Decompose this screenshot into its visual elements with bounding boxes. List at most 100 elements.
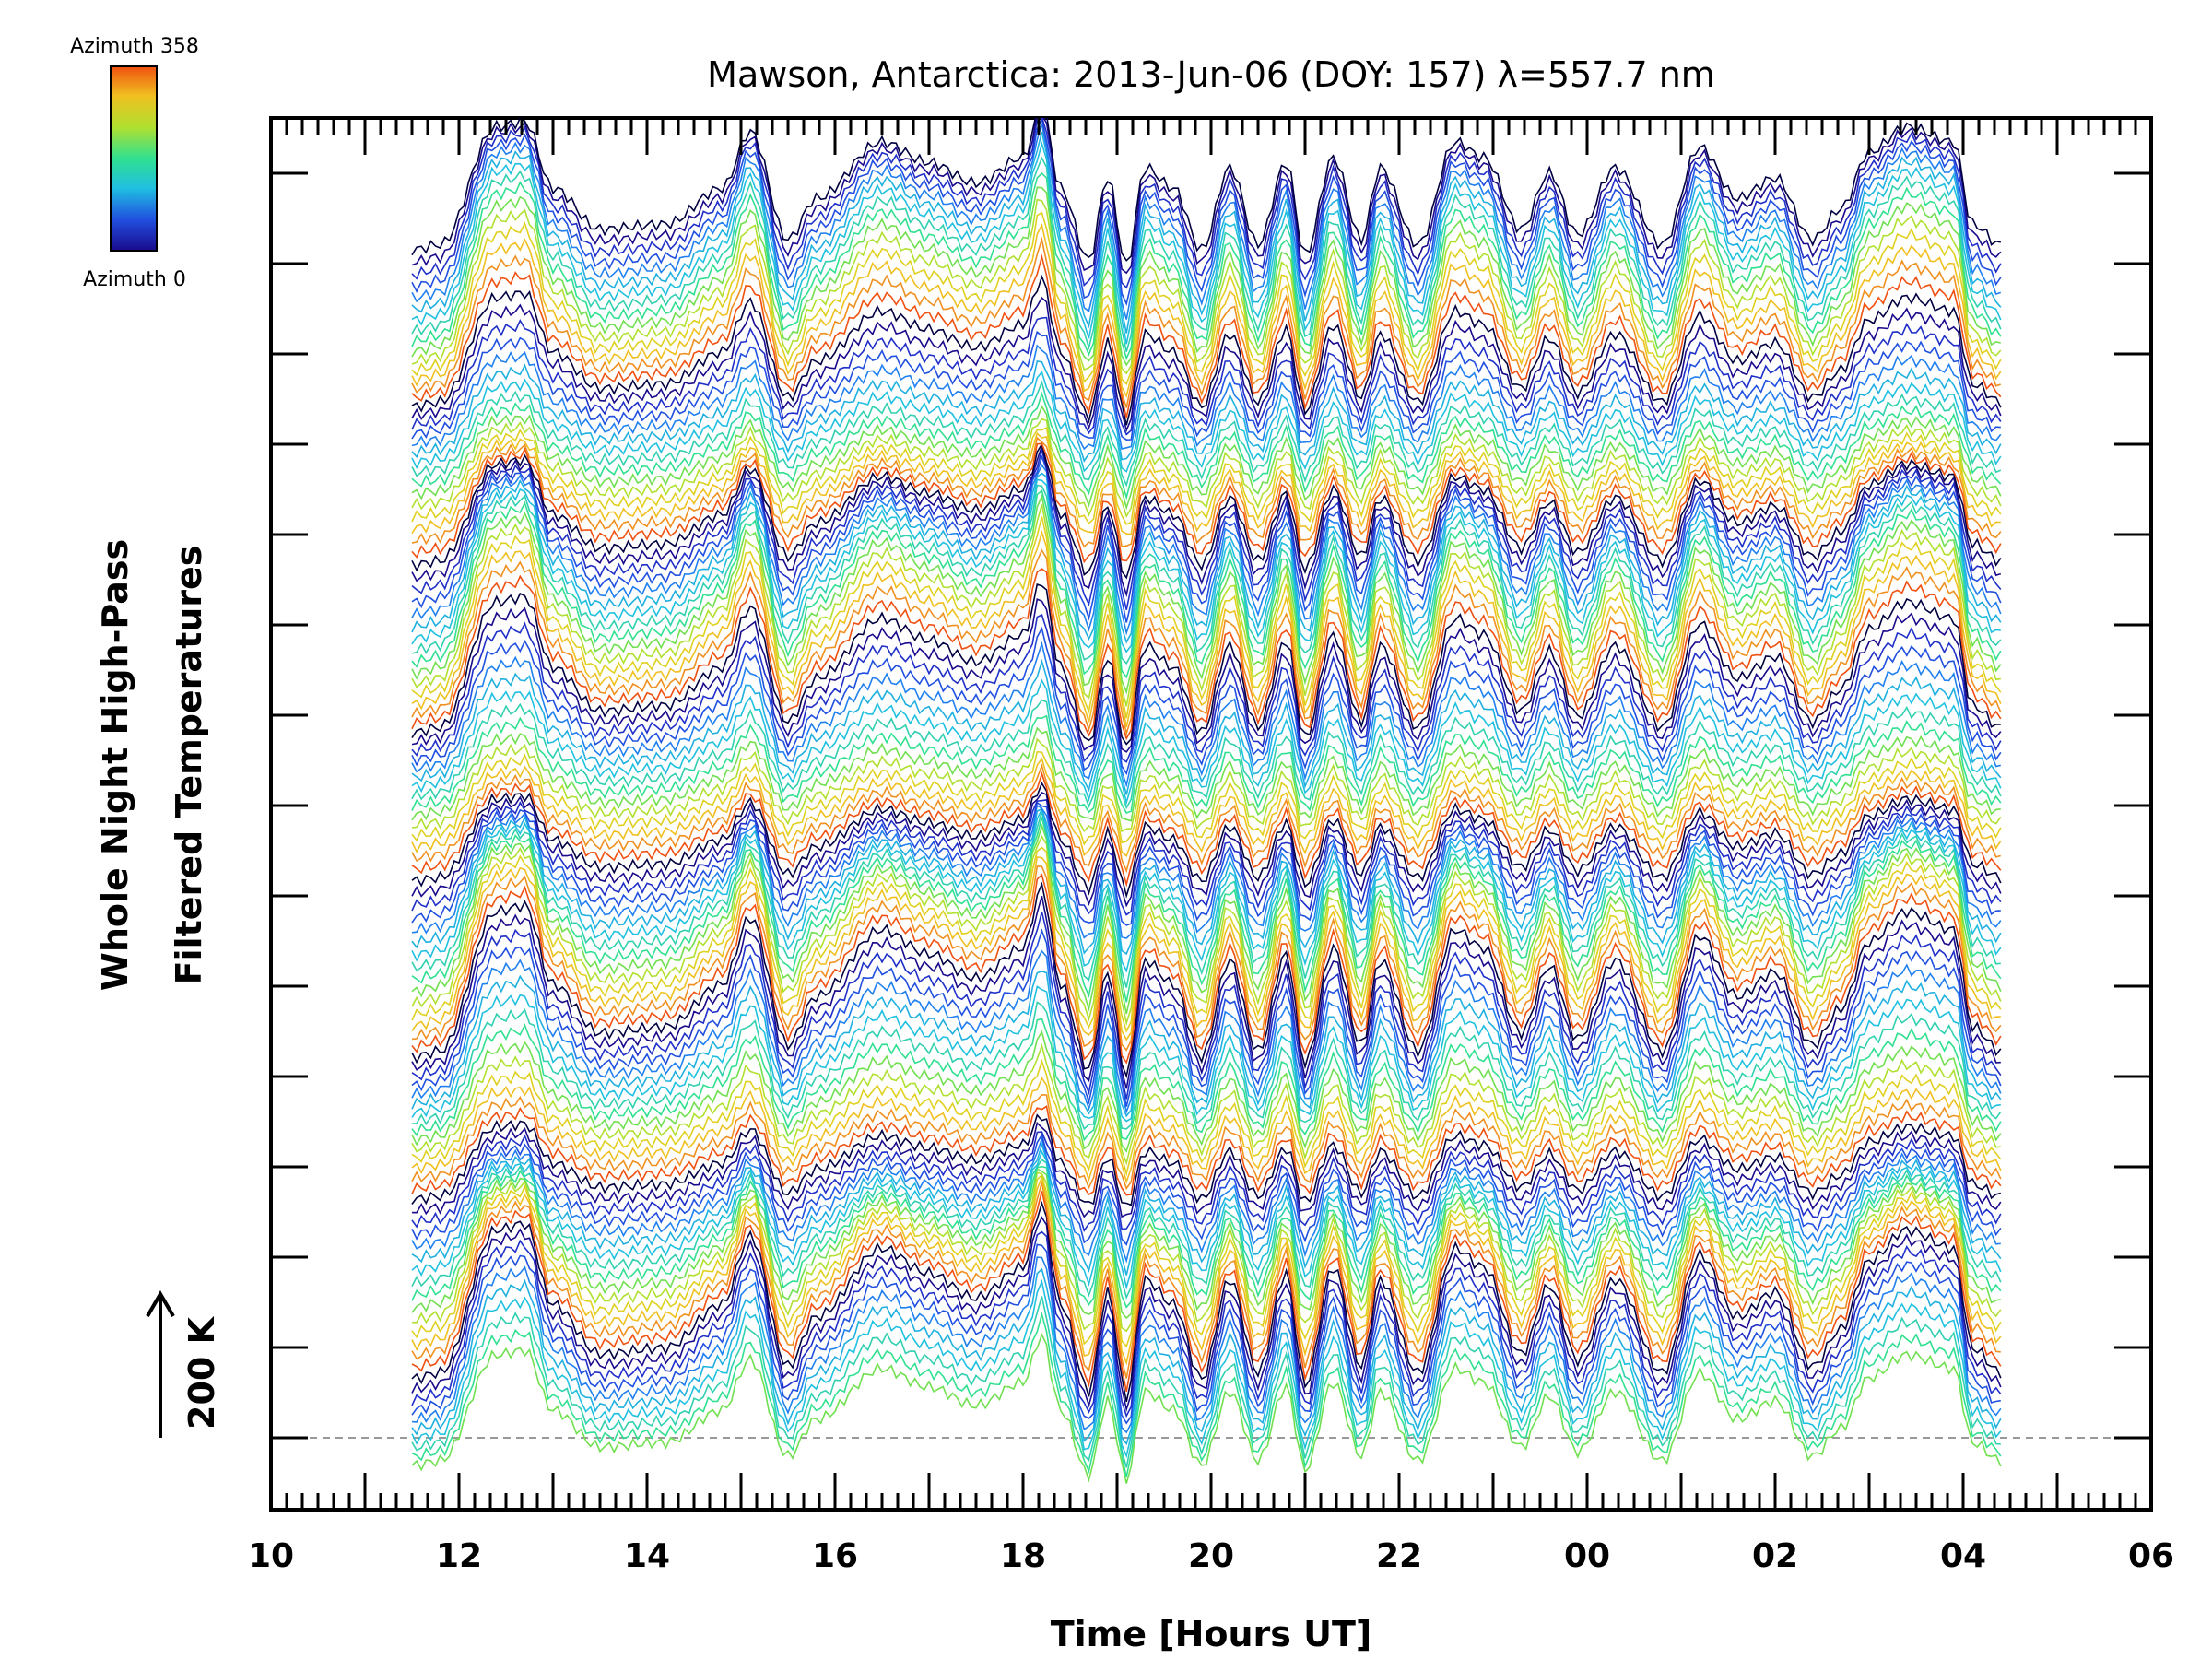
x-tick-label: 04 bbox=[1940, 1537, 1986, 1575]
series-line bbox=[411, 928, 2002, 1107]
series-line bbox=[411, 1165, 2002, 1309]
series-line bbox=[411, 1131, 2002, 1233]
colorbar-label-top: Azimuth 358 bbox=[70, 35, 199, 58]
series-line bbox=[411, 1018, 2002, 1142]
series-line bbox=[411, 817, 2002, 1003]
series-line bbox=[411, 478, 2001, 653]
series-line bbox=[411, 1243, 2001, 1425]
series-line bbox=[411, 807, 2002, 956]
series-line bbox=[411, 436, 2002, 548]
series-line bbox=[411, 1149, 2002, 1290]
series-line bbox=[411, 380, 2002, 488]
y-axis-label-line2: Filtered Temperatures bbox=[169, 546, 209, 985]
series-line bbox=[411, 597, 2002, 753]
series-line bbox=[411, 912, 2002, 1100]
series-line bbox=[411, 971, 2002, 1118]
series-line bbox=[411, 418, 2002, 518]
series-line bbox=[411, 211, 2002, 386]
series-line bbox=[411, 1171, 2002, 1333]
chart-title: Mawson, Antarctica: 2013-Jun-06 (DOY: 15… bbox=[707, 54, 1715, 95]
series-line bbox=[411, 1121, 2002, 1218]
series-line bbox=[411, 1311, 2002, 1477]
series-line bbox=[411, 823, 2002, 1015]
series-line bbox=[411, 371, 2002, 473]
y-axis-label-line1: Whole Night High-Pass bbox=[95, 539, 135, 991]
series-line bbox=[411, 118, 2002, 275]
series-line bbox=[411, 1333, 2002, 1484]
series-line bbox=[411, 798, 2002, 916]
series-line bbox=[411, 614, 2002, 763]
x-tick-label: 18 bbox=[1000, 1537, 1046, 1575]
series-line bbox=[411, 678, 2002, 806]
series-line bbox=[411, 757, 2002, 857]
series-line bbox=[411, 359, 2002, 463]
series-line bbox=[411, 489, 2002, 679]
colorbar-label-bottom: Azimuth 0 bbox=[83, 268, 186, 291]
series-line bbox=[411, 484, 2002, 665]
series-line bbox=[411, 344, 2002, 451]
x-tick-label: 12 bbox=[436, 1537, 482, 1575]
series-line bbox=[411, 330, 2001, 441]
series-line bbox=[411, 1142, 2002, 1276]
series-line bbox=[411, 1133, 2002, 1246]
series-line bbox=[411, 442, 2002, 598]
series-line bbox=[411, 771, 2002, 888]
series-line bbox=[411, 1093, 2002, 1191]
series-line bbox=[411, 131, 2002, 334]
series-line bbox=[411, 1159, 2002, 1300]
series-line bbox=[411, 1042, 2001, 1166]
series-line bbox=[411, 763, 2001, 874]
series-line bbox=[411, 454, 2002, 623]
series-line bbox=[411, 1077, 2002, 1184]
series-line bbox=[411, 626, 2002, 776]
series-line bbox=[411, 253, 2002, 418]
series-line bbox=[411, 881, 2002, 1079]
x-tick-label: 20 bbox=[1188, 1537, 1234, 1575]
series-line bbox=[411, 296, 2002, 433]
series-line bbox=[411, 493, 2002, 695]
x-tick-label: 10 bbox=[248, 1537, 294, 1575]
series-line bbox=[411, 726, 2001, 822]
series-line bbox=[411, 846, 2002, 1033]
series-line bbox=[411, 856, 2001, 1041]
series-line bbox=[411, 1200, 2002, 1403]
x-tick-label: 06 bbox=[2128, 1537, 2174, 1575]
series-line bbox=[411, 1191, 2002, 1393]
series-line bbox=[411, 1267, 2002, 1446]
series-line bbox=[411, 811, 2001, 988]
series-line bbox=[411, 391, 2002, 500]
series-line bbox=[411, 171, 2002, 361]
series-line bbox=[411, 1168, 2001, 1320]
series-line bbox=[411, 141, 2002, 345]
scale-arrow-head bbox=[146, 1290, 175, 1318]
series-line bbox=[411, 316, 2002, 436]
series-line bbox=[411, 835, 2002, 1027]
series-line bbox=[411, 801, 2001, 926]
x-axis-label: Time [Hours UT] bbox=[1051, 1614, 1372, 1654]
series-line bbox=[411, 222, 2002, 398]
series-line bbox=[411, 123, 2002, 320]
series-line bbox=[411, 806, 2002, 973]
series-line bbox=[411, 896, 2001, 1089]
series-line bbox=[411, 1113, 2001, 1206]
series-line bbox=[411, 1173, 2002, 1348]
series-line bbox=[411, 737, 2002, 833]
series-line bbox=[411, 985, 2001, 1123]
series-line bbox=[411, 750, 2002, 846]
series-line bbox=[411, 873, 2002, 1065]
series-line bbox=[411, 714, 2002, 814]
x-tick-label: 22 bbox=[1376, 1537, 1422, 1575]
series-line bbox=[411, 464, 2002, 636]
series-line bbox=[411, 441, 2002, 580]
series-line bbox=[411, 1001, 2002, 1131]
x-tick-label: 02 bbox=[1752, 1537, 1798, 1575]
scale-bar: 200 K bbox=[146, 1290, 222, 1438]
series-line bbox=[411, 118, 2001, 262]
series-line bbox=[411, 804, 2002, 939]
series-line bbox=[411, 548, 2002, 736]
series-line bbox=[411, 1216, 2002, 1413]
series-line bbox=[411, 792, 2002, 908]
x-tick-labels: 10 12 14 16 18 20 22 00 02 04 06 bbox=[248, 1537, 2174, 1575]
series-line bbox=[411, 529, 2002, 728]
